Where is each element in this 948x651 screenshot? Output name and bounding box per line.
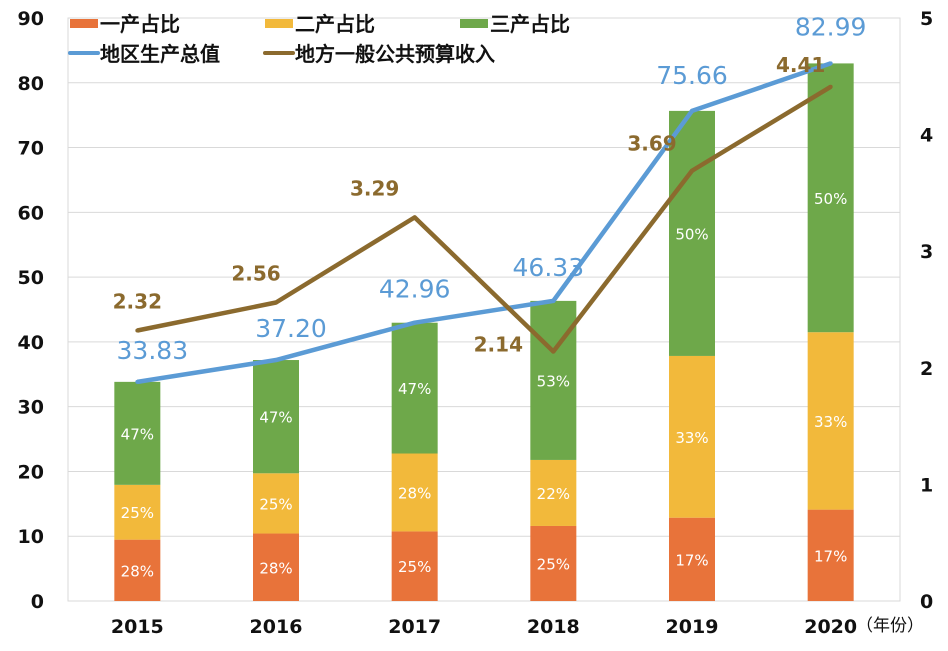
bar-percent-label: 50%: [675, 225, 708, 243]
legend-label: 一产占比: [100, 12, 180, 36]
legend-swatch: [460, 19, 488, 28]
line-point: [135, 379, 140, 384]
line-series-1: [136, 61, 832, 385]
bar-segment-3: [530, 300, 577, 460]
y-left-tick-label: 90: [18, 8, 44, 30]
line-data-label: 3.29: [350, 176, 399, 200]
y-left-tick-label: 40: [18, 332, 44, 354]
line-point: [828, 84, 833, 89]
legend-swatch: [265, 19, 293, 28]
bar-percent-label: 25%: [398, 558, 431, 576]
line-point: [828, 61, 833, 66]
bar-segment-1: [807, 509, 854, 601]
bar-percent-label: 28%: [259, 559, 292, 577]
y-left-tick-label: 50: [18, 267, 44, 289]
bar-percent-label: 50%: [814, 190, 847, 208]
legend-label: 地方一般公共预算收入: [295, 42, 495, 66]
bar-percent-label: 17%: [675, 551, 708, 569]
line-point: [412, 215, 417, 220]
x-axis-label: （年份）: [856, 616, 924, 636]
bar-segment-1: [669, 517, 715, 601]
bar-segment-3: [669, 110, 715, 356]
line-point: [412, 320, 417, 325]
bar-percent-label: 47%: [121, 425, 154, 443]
y-right-tick-label: 5: [920, 8, 933, 30]
x-tick-label: 2019: [666, 616, 719, 638]
bar-percent-label: 28%: [398, 484, 431, 502]
plot-frame: [67, 17, 901, 602]
legend-label: 三产占比: [490, 12, 570, 36]
line-data-label: 75.66: [656, 61, 728, 90]
bar-segment-1: [253, 533, 299, 601]
line-point: [551, 349, 556, 354]
bar-segment-2: [114, 484, 161, 540]
line-data-label: 2.32: [113, 289, 162, 313]
x-tick-label: 2017: [388, 616, 441, 638]
y-right-tick-label: 0: [920, 591, 933, 613]
bar-segment-2: [669, 355, 715, 518]
bar-percent-label: 28%: [121, 562, 154, 580]
legend-label: 二产占比: [295, 12, 375, 36]
bar-segment-3: [114, 381, 161, 485]
x-tick-label: 2015: [111, 616, 164, 638]
bar-percent-label: 47%: [259, 409, 292, 427]
bar-percent-label: 33%: [814, 413, 847, 431]
bar-percent-label: 25%: [537, 555, 570, 573]
line-point: [690, 108, 694, 113]
bar-segment-3: [807, 63, 854, 333]
bar-percent-label: 33%: [675, 429, 708, 447]
bar-segment-2: [391, 453, 438, 532]
line-data-label: 46.33: [513, 253, 585, 282]
bar-percent-label: 17%: [814, 547, 847, 565]
y-right-tick-label: 2: [920, 358, 933, 380]
line-series-2: [136, 84, 832, 354]
y-left-tick-label: 20: [18, 461, 44, 483]
line-data-label: 37.20: [255, 314, 327, 343]
bar-percent-label: 22%: [537, 485, 570, 503]
line-point: [135, 328, 140, 333]
y-left-tick-label: 10: [18, 526, 44, 548]
bar-segment-2: [807, 332, 854, 510]
line-data-label: 82.99: [795, 12, 867, 41]
bar-percent-label: 25%: [121, 504, 154, 522]
y-left-tick-label: 0: [31, 591, 44, 613]
bar-percent-label: 47%: [398, 380, 431, 398]
y-right-tick-label: 3: [920, 241, 933, 263]
x-tick-label: 2018: [527, 616, 580, 638]
line-data-label: 33.83: [117, 336, 189, 365]
y-left-tick-label: 70: [18, 138, 44, 160]
x-tick-label: 2020: [804, 616, 857, 638]
bar-percent-label: 53%: [537, 372, 570, 390]
bar-segment-1: [391, 531, 438, 601]
y-right-tick-label: 4: [920, 125, 933, 147]
line-data-label: 4.41: [776, 53, 825, 77]
line-point: [690, 168, 694, 173]
bar-segment-1: [530, 525, 577, 601]
y-right-tick-label: 1: [920, 474, 933, 496]
legend-swatch: [70, 19, 98, 28]
bar-segment-3: [253, 360, 299, 474]
line-point: [274, 358, 278, 363]
line-data-label: 2.56: [231, 262, 280, 286]
y-left-tick-label: 30: [18, 397, 44, 419]
x-tick-label: 2016: [250, 616, 303, 638]
legend-label: 地区生产总值: [100, 42, 220, 66]
bar-segment-2: [253, 473, 299, 534]
line-data-label: 3.69: [627, 132, 676, 156]
bar-segment-1: [114, 539, 161, 601]
line-point: [551, 298, 556, 303]
y-left-tick-label: 80: [18, 73, 44, 95]
line-data-label: 2.14: [474, 332, 523, 356]
y-left-tick-label: 60: [18, 202, 44, 224]
line-data-label: 42.96: [379, 275, 451, 304]
line-point: [274, 300, 278, 305]
bar-segment-3: [391, 322, 438, 454]
bar-percent-label: 25%: [259, 495, 292, 513]
bar-segment-2: [530, 459, 577, 526]
